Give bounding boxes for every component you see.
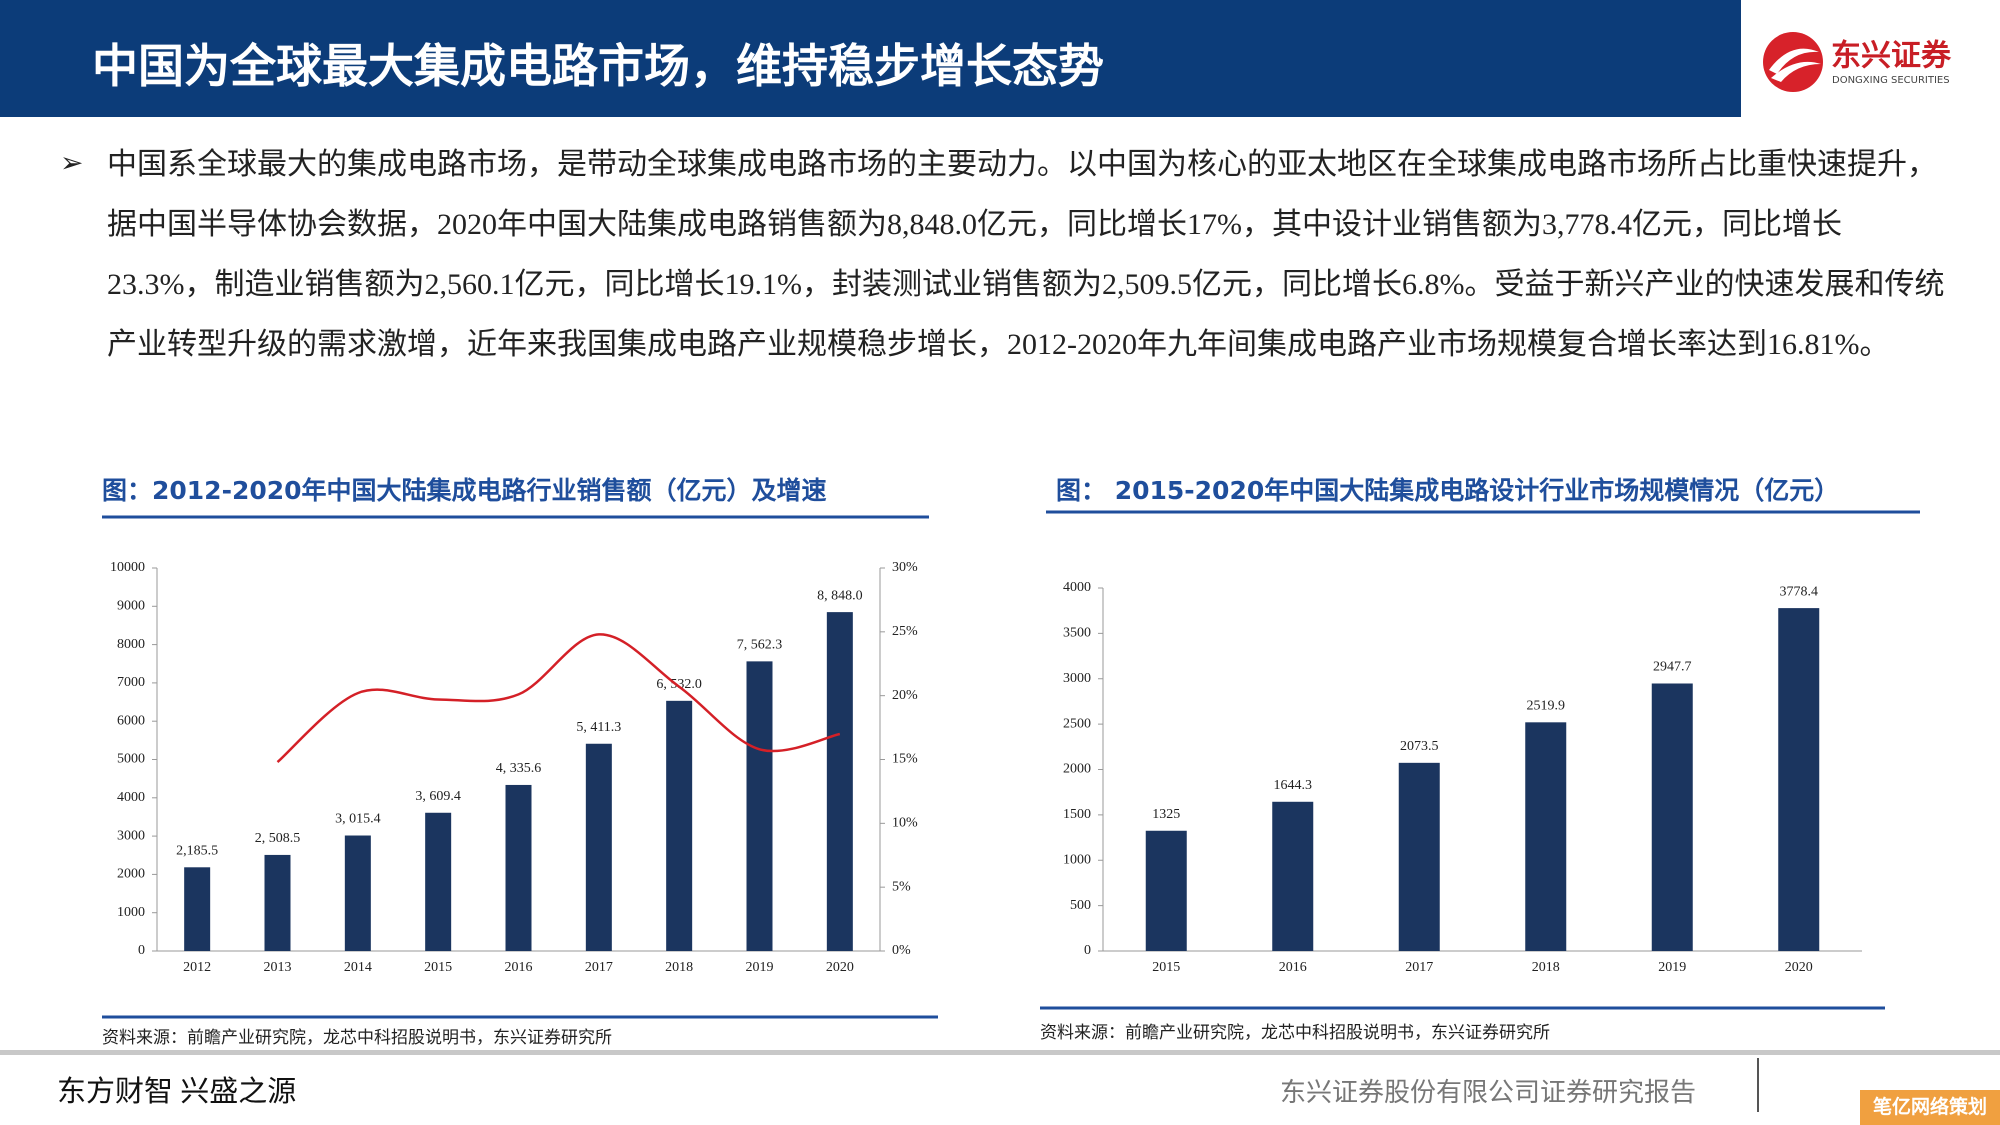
logo-text: 东兴证券 bbox=[1831, 39, 1952, 74]
chart-title: 图： 2015-2020年中国大陆集成电路设计行业市场规模情况（亿元） bbox=[1056, 476, 1839, 505]
y-tick-label: 500 bbox=[1070, 898, 1091, 913]
x-tick-label: 2015 bbox=[424, 960, 452, 975]
y-tick-label: 0 bbox=[138, 943, 145, 958]
y-tick-label: 3000 bbox=[117, 828, 145, 843]
data-label: 2947.7 bbox=[1653, 660, 1692, 675]
y-tick-label: 5000 bbox=[117, 752, 145, 767]
data-label: 2, 508.5 bbox=[255, 831, 301, 846]
y2-tick-label: 10% bbox=[892, 816, 918, 831]
bar bbox=[264, 854, 291, 951]
data-label: 7, 562.3 bbox=[737, 638, 783, 653]
data-label: 2519.9 bbox=[1527, 699, 1566, 714]
bar bbox=[344, 835, 371, 951]
y-tick-label: 2000 bbox=[117, 867, 145, 882]
footer-company: 东兴证券股份有限公司证券研究报告 bbox=[1279, 1078, 1696, 1108]
paragraph: 中国系全球最大的集成电路市场，是带动全球集成电路市场的主要动力。以中国为核心的亚… bbox=[107, 148, 1945, 361]
bar bbox=[746, 661, 773, 951]
bar bbox=[1272, 801, 1314, 951]
x-tick-label: 2018 bbox=[1532, 960, 1560, 975]
x-tick-label: 2020 bbox=[1785, 960, 1813, 975]
data-label: 8, 848.0 bbox=[817, 588, 863, 603]
bar bbox=[1145, 830, 1187, 951]
logo: 东兴证券 DONGXING SECURITIES bbox=[1741, 0, 2000, 117]
y-tick-label: 1500 bbox=[1063, 807, 1091, 822]
data-label: 1325 bbox=[1152, 807, 1180, 822]
growth-line bbox=[276, 633, 841, 764]
y-tick-label: 9000 bbox=[117, 599, 145, 614]
y-tick-label: 8000 bbox=[117, 637, 145, 652]
x-tick-label: 2018 bbox=[665, 960, 693, 975]
x-tick-label: 2012 bbox=[183, 960, 211, 975]
y2-tick-label: 15% bbox=[892, 752, 918, 767]
x-tick-label: 2014 bbox=[344, 960, 372, 975]
y-tick-label: 0 bbox=[1084, 943, 1091, 958]
data-label: 3778.4 bbox=[1780, 584, 1819, 599]
source-note: 资料来源：前瞻产业研究院，龙芯中科招股说明书，东兴证券研究所 bbox=[1040, 1023, 1550, 1043]
x-tick-label: 2015 bbox=[1152, 960, 1180, 975]
y-tick-label: 2000 bbox=[1063, 762, 1091, 777]
y2-tick-label: 0% bbox=[892, 943, 911, 958]
bar bbox=[1651, 683, 1693, 951]
x-tick-label: 2019 bbox=[1658, 960, 1686, 975]
y2-tick-label: 20% bbox=[892, 688, 918, 703]
x-tick-label: 2016 bbox=[1279, 960, 1307, 975]
y-tick-label: 3000 bbox=[1063, 671, 1091, 686]
bar bbox=[1525, 722, 1567, 951]
x-tick-label: 2020 bbox=[826, 960, 854, 975]
y-tick-label: 2500 bbox=[1063, 716, 1091, 731]
bar bbox=[585, 743, 612, 951]
y-tick-label: 1000 bbox=[117, 905, 145, 920]
x-tick-label: 2013 bbox=[264, 960, 292, 975]
x-tick-label: 2019 bbox=[746, 960, 774, 975]
data-label: 3, 609.4 bbox=[415, 789, 461, 804]
y-tick-label: 6000 bbox=[117, 713, 145, 728]
logo-swoosh bbox=[1769, 48, 1819, 74]
y-tick-label: 7000 bbox=[117, 675, 145, 690]
bar bbox=[184, 867, 211, 951]
data-label: 2073.5 bbox=[1400, 739, 1439, 754]
bar bbox=[666, 700, 693, 951]
y2-tick-label: 30% bbox=[892, 560, 918, 575]
data-label: 4, 335.6 bbox=[496, 761, 542, 776]
source-note: 资料来源：前瞻产业研究院，龙芯中科招股说明书，东兴证券研究所 bbox=[102, 1028, 612, 1048]
logo-subtext: DONGXING SECURITIES bbox=[1832, 75, 1950, 86]
slide-title: 中国为全球最大集成电路市场，维持稳步增长态势 bbox=[92, 39, 1104, 93]
header-bar bbox=[0, 0, 1741, 117]
bar bbox=[1398, 762, 1440, 951]
data-label: 3, 015.4 bbox=[335, 812, 381, 827]
y-tick-label: 4000 bbox=[117, 790, 145, 805]
x-tick-label: 2016 bbox=[505, 960, 533, 975]
bar bbox=[425, 812, 452, 951]
x-tick-label: 2017 bbox=[1405, 960, 1433, 975]
y-tick-label: 3500 bbox=[1063, 626, 1091, 641]
chart-title: 图：2012-2020年中国大陆集成电路行业销售额（亿元）及增速 bbox=[102, 476, 827, 505]
bar bbox=[505, 784, 532, 951]
data-label: 2,185.5 bbox=[176, 844, 218, 859]
y2-tick-label: 25% bbox=[892, 624, 918, 639]
y-tick-label: 4000 bbox=[1063, 580, 1091, 595]
bar bbox=[826, 612, 853, 951]
y-tick-label: 10000 bbox=[110, 560, 145, 575]
data-label: 6, 532.0 bbox=[656, 677, 702, 692]
data-label: 5, 411.3 bbox=[576, 720, 621, 735]
x-tick-label: 2017 bbox=[585, 960, 613, 975]
logo-swoosh bbox=[1771, 61, 1821, 82]
footer-slogan: 东方财智 兴盛之源 bbox=[57, 1076, 297, 1108]
footer-rule bbox=[0, 1050, 2000, 1055]
bar bbox=[1778, 608, 1820, 951]
data-label: 1644.3 bbox=[1274, 778, 1313, 793]
watermark: 笔亿网络策划 bbox=[1860, 1090, 2000, 1125]
bullet-icon: ➢ bbox=[60, 146, 84, 179]
y-tick-label: 1000 bbox=[1063, 852, 1091, 867]
y2-tick-label: 5% bbox=[892, 879, 911, 894]
